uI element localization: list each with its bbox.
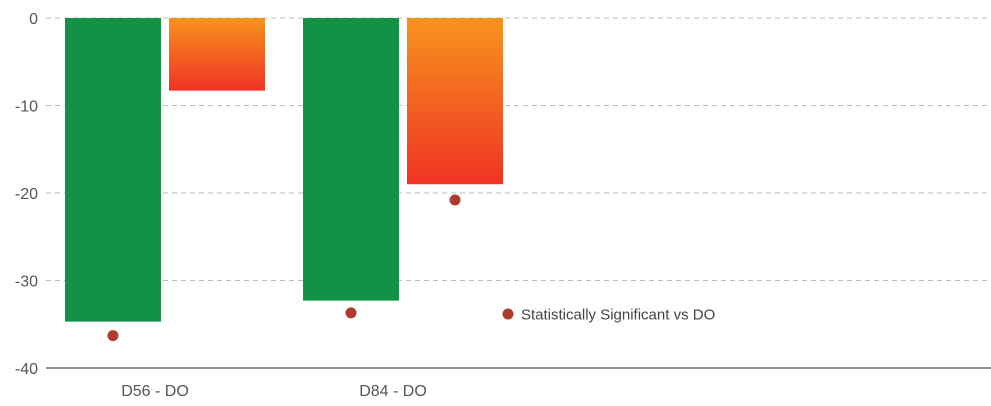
- y-tick-label: -30: [15, 274, 38, 291]
- significance-marker: [345, 307, 357, 319]
- significance-marker: [107, 330, 119, 342]
- bar-orange: [407, 18, 503, 185]
- y-tick-label: -20: [15, 186, 38, 203]
- y-axis-ticks: 0 -10 -20 -30 -40: [15, 11, 38, 378]
- significance-markers: [107, 194, 461, 342]
- y-tick-label: 0: [29, 11, 38, 28]
- legend-marker: [502, 308, 514, 320]
- grid-lines: [46, 17, 991, 281]
- significance-marker: [449, 194, 461, 206]
- bar-green: [65, 18, 161, 322]
- legend: Statistically Significant vs DO: [502, 307, 715, 324]
- x-category-label: D56 - DO: [121, 383, 189, 400]
- x-axis-labels: D56 - DO D84 - DO: [121, 383, 427, 400]
- bar-orange: [169, 18, 265, 91]
- bars: [65, 18, 503, 322]
- y-tick-label: -10: [15, 99, 38, 116]
- bar-green: [303, 18, 399, 301]
- x-category-label: D84 - DO: [359, 383, 427, 400]
- y-tick-label: -40: [15, 361, 38, 378]
- legend-label: Statistically Significant vs DO: [521, 307, 715, 324]
